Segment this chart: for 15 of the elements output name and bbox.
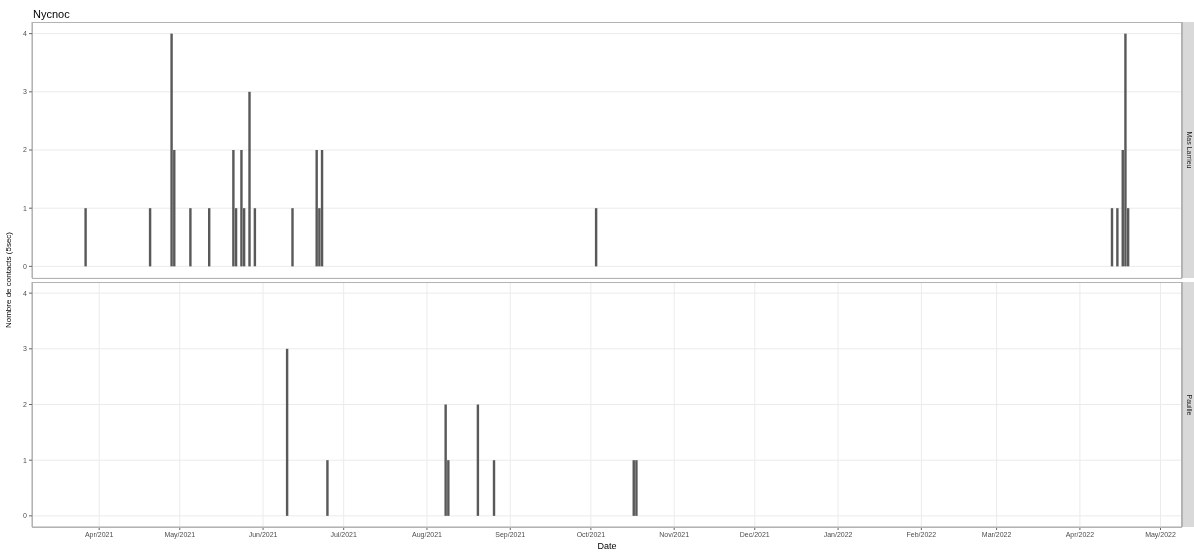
- bar: [240, 150, 243, 267]
- bar: [1124, 33, 1127, 267]
- bar: [248, 91, 251, 267]
- bar: [326, 460, 329, 516]
- bar: [189, 208, 192, 267]
- bar: [84, 208, 87, 267]
- bar: [315, 150, 318, 267]
- bar: [291, 208, 294, 267]
- chart-title: Nycnoc: [33, 8, 70, 20]
- bar: [444, 404, 447, 516]
- y-axis-title: Nombre de contacts (5sec): [3, 231, 13, 329]
- bar: [1116, 208, 1119, 267]
- bar: [232, 150, 235, 267]
- x-axis-title: Date: [596, 541, 618, 551]
- bar: [170, 33, 173, 267]
